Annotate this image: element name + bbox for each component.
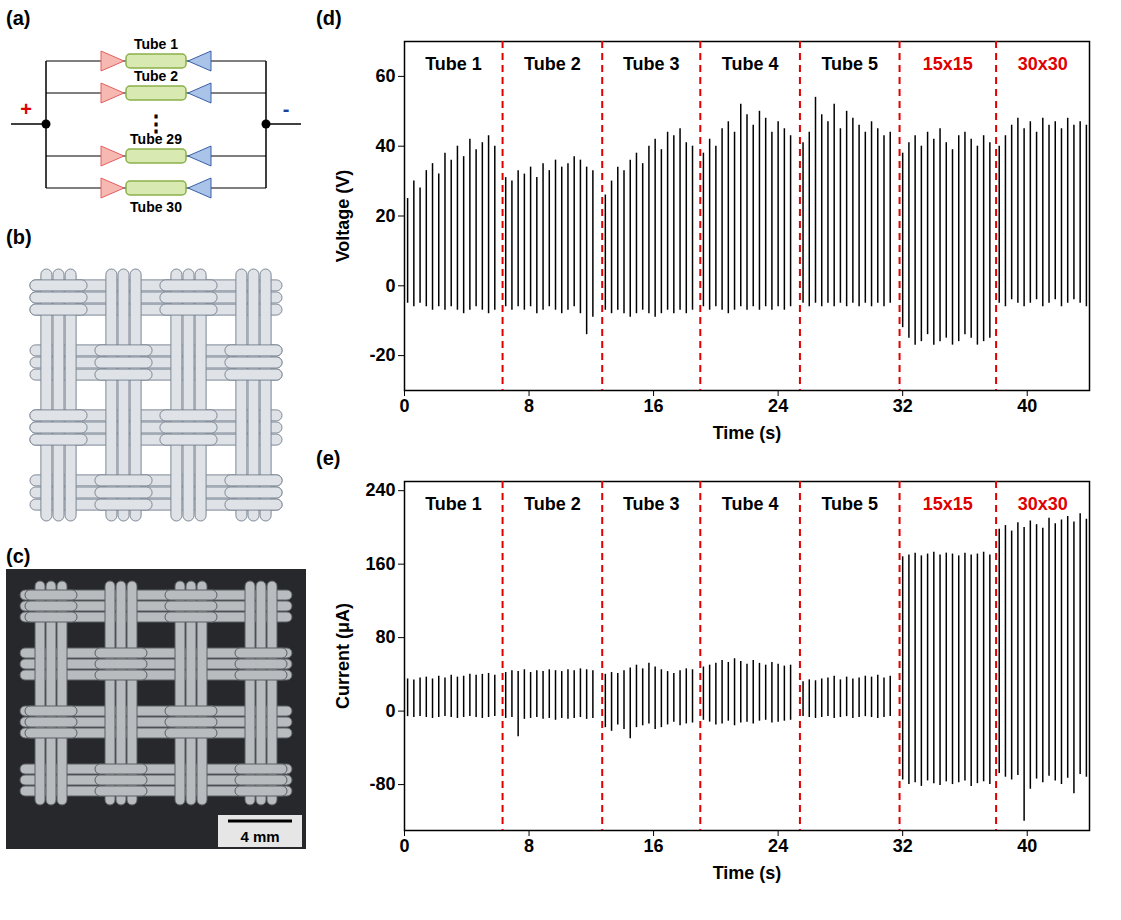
svg-text:40: 40 (1017, 836, 1037, 856)
svg-text:16: 16 (644, 396, 664, 416)
svg-text:8: 8 (524, 836, 534, 856)
svg-text:15x15: 15x15 (923, 54, 973, 74)
svg-text:Tube 30: Tube 30 (130, 199, 182, 215)
svg-text:Tube 4: Tube 4 (722, 54, 779, 74)
svg-text:0: 0 (385, 276, 395, 296)
html-text:(b): (b) (6, 226, 32, 248)
svg-text:16: 16 (644, 836, 664, 856)
svg-text:Tube 29: Tube 29 (130, 131, 182, 147)
svg-text:Tube 1: Tube 1 (134, 36, 178, 52)
svg-text:0: 0 (399, 396, 409, 416)
svg-text:160: 160 (365, 554, 395, 574)
html-text:(c): (c) (6, 545, 31, 567)
svg-text:240: 240 (365, 480, 395, 500)
svg-text:24: 24 (768, 836, 788, 856)
svg-text:⋮: ⋮ (145, 111, 167, 136)
svg-text:24: 24 (768, 396, 788, 416)
svg-text:-: - (283, 98, 290, 120)
svg-text:30x30: 30x30 (1018, 494, 1068, 514)
html-text:(e): (e) (316, 447, 341, 469)
svg-text:80: 80 (375, 627, 395, 647)
svg-text:32: 32 (893, 396, 913, 416)
svg-text:Tube 3: Tube 3 (623, 494, 680, 514)
svg-text:60: 60 (375, 66, 395, 86)
html-text:(d): (d) (316, 7, 342, 29)
svg-text:30x30: 30x30 (1018, 54, 1068, 74)
svg-text:Tube 4: Tube 4 (722, 494, 779, 514)
svg-text:8: 8 (524, 396, 534, 416)
svg-text:Voltage (V): Voltage (V) (333, 170, 353, 263)
svg-text:Current (μA): Current (μA) (333, 603, 353, 709)
svg-text:Tube 5: Tube 5 (821, 54, 878, 74)
html-text:(a): (a) (6, 7, 31, 29)
svg-text:40: 40 (1017, 396, 1037, 416)
svg-text:32: 32 (893, 836, 913, 856)
svg-text:4 mm: 4 mm (240, 828, 279, 845)
svg-text:0: 0 (399, 836, 409, 856)
svg-text:Time (s): Time (s) (713, 863, 782, 883)
svg-text:40: 40 (375, 136, 395, 156)
svg-text:Time (s): Time (s) (713, 423, 782, 443)
svg-text:Tube 1: Tube 1 (425, 494, 482, 514)
svg-text:-80: -80 (369, 774, 395, 794)
svg-text:Tube 2: Tube 2 (524, 494, 581, 514)
svg-text:0: 0 (385, 701, 395, 721)
svg-text:Tube 1: Tube 1 (425, 54, 482, 74)
svg-text:Tube 5: Tube 5 (821, 494, 878, 514)
svg-text:Tube 3: Tube 3 (623, 54, 680, 74)
svg-text:Tube 2: Tube 2 (134, 68, 178, 84)
svg-text:Tube 2: Tube 2 (524, 54, 581, 74)
svg-text:-20: -20 (369, 345, 395, 365)
svg-text:15x15: 15x15 (923, 494, 973, 514)
svg-text:+: + (20, 98, 32, 120)
svg-text:20: 20 (375, 206, 395, 226)
